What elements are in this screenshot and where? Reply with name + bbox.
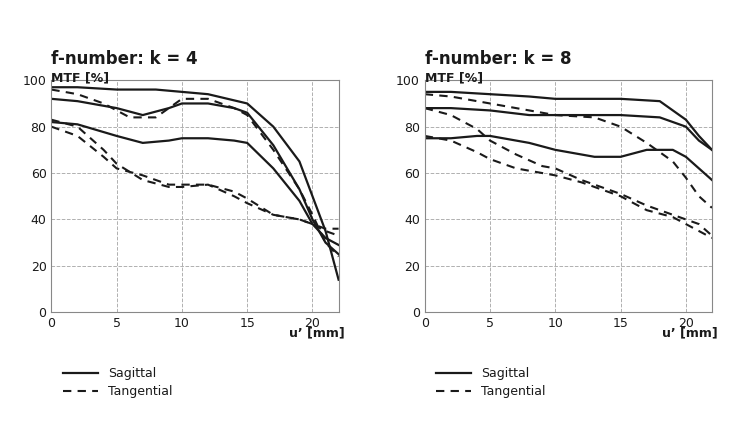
Text: MTF [%]: MTF [%]	[51, 71, 109, 84]
Text: MTF [%]: MTF [%]	[425, 71, 483, 84]
Text: u’ [mm]: u’ [mm]	[288, 326, 344, 339]
Text: f-number: k = 4: f-number: k = 4	[51, 50, 198, 68]
Text: u’ [mm]: u’ [mm]	[662, 326, 718, 339]
Legend: Sagittal, Tangential: Sagittal, Tangential	[431, 362, 550, 403]
Text: f-number: k = 8: f-number: k = 8	[425, 50, 571, 68]
Legend: Sagittal, Tangential: Sagittal, Tangential	[58, 362, 177, 403]
